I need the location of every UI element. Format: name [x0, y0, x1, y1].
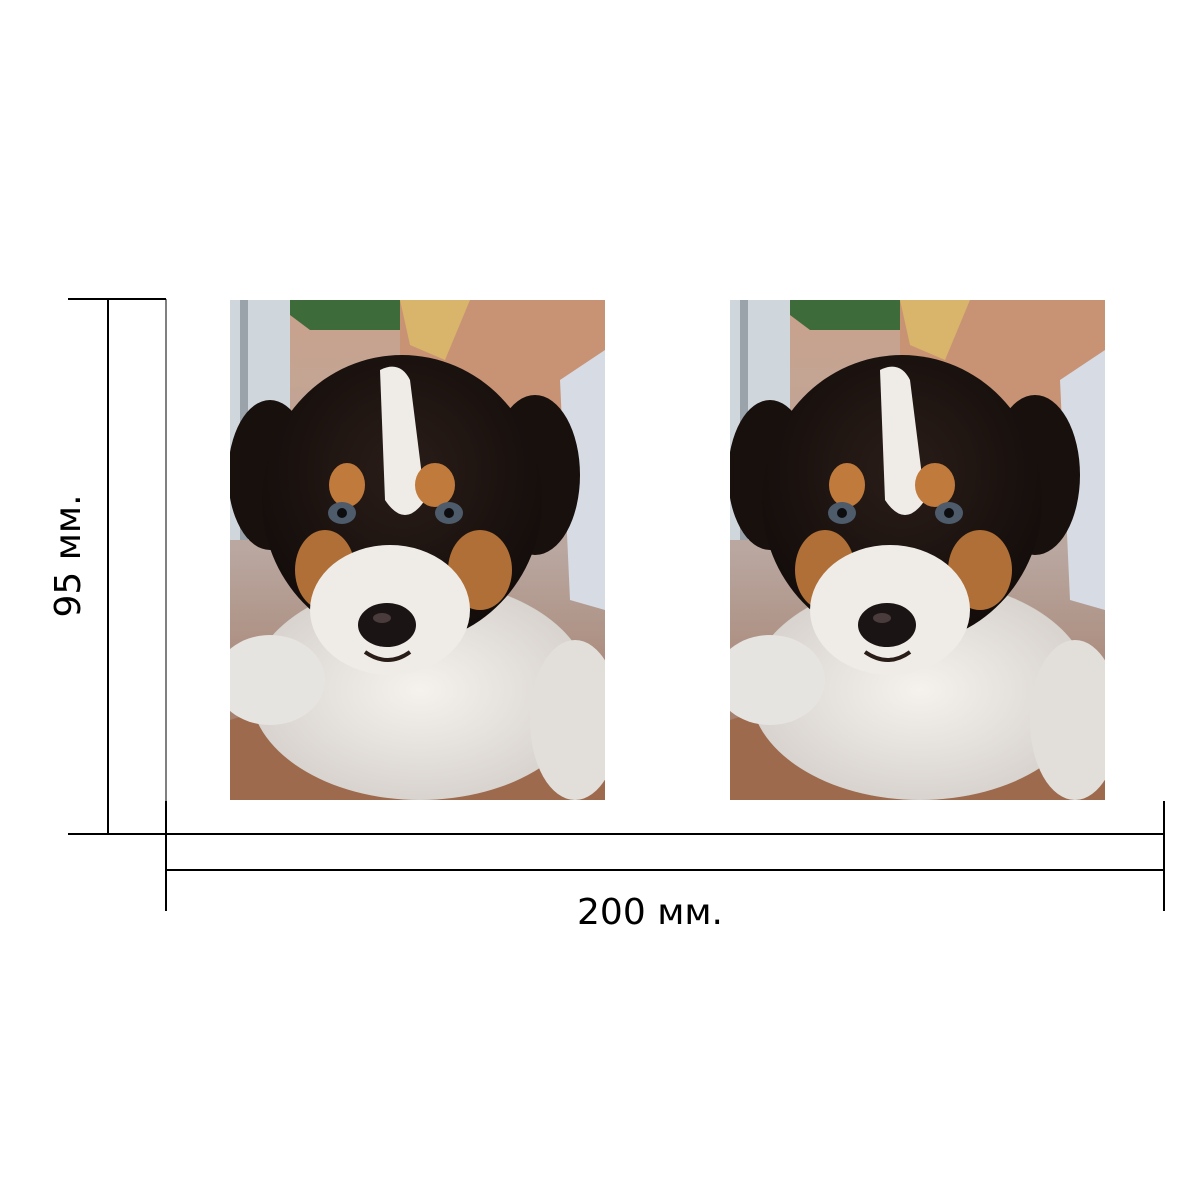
puppy-photo-right	[730, 300, 1105, 800]
puppy-image	[230, 300, 605, 800]
width-label: 200 мм.	[577, 892, 723, 933]
puppy-image	[730, 300, 1105, 800]
height-label: 95 мм.	[48, 494, 89, 617]
puppy-photo-left	[230, 300, 605, 800]
